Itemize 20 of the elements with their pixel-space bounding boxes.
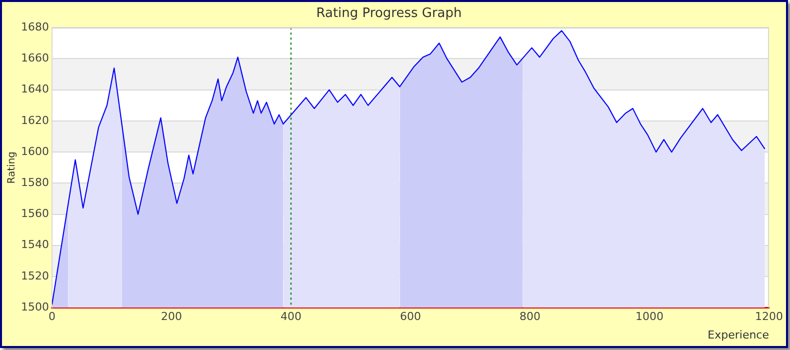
y-tick-label: 1500 <box>20 300 49 314</box>
y-tick-label: 1620 <box>20 114 49 127</box>
y-tick-label: 1520 <box>20 269 49 282</box>
chart-title: Rating Progress Graph <box>316 6 462 22</box>
y-tick-label: 1640 <box>20 82 49 96</box>
x-tick-label: 600 <box>400 310 421 324</box>
x-tick-label: 0 <box>48 310 56 324</box>
y-axis-title: Rating <box>6 151 18 184</box>
x-tick-label: 400 <box>280 310 302 324</box>
y-tick-label: 1660 <box>20 52 49 65</box>
y-tick-label: 1560 <box>20 207 49 220</box>
x-tick-label: 1000 <box>636 310 664 324</box>
x-tick-label: 1200 <box>755 310 784 324</box>
x-tick-label: 200 <box>160 310 182 324</box>
y-tick-label: 1600 <box>20 144 49 158</box>
y-tick-label: 1680 <box>20 20 49 34</box>
x-tick-label: 800 <box>520 310 540 324</box>
y-tick-label: 1580 <box>20 176 49 190</box>
x-axis-title: Experience <box>708 328 770 342</box>
y-tick-label: 1540 <box>20 238 49 252</box>
